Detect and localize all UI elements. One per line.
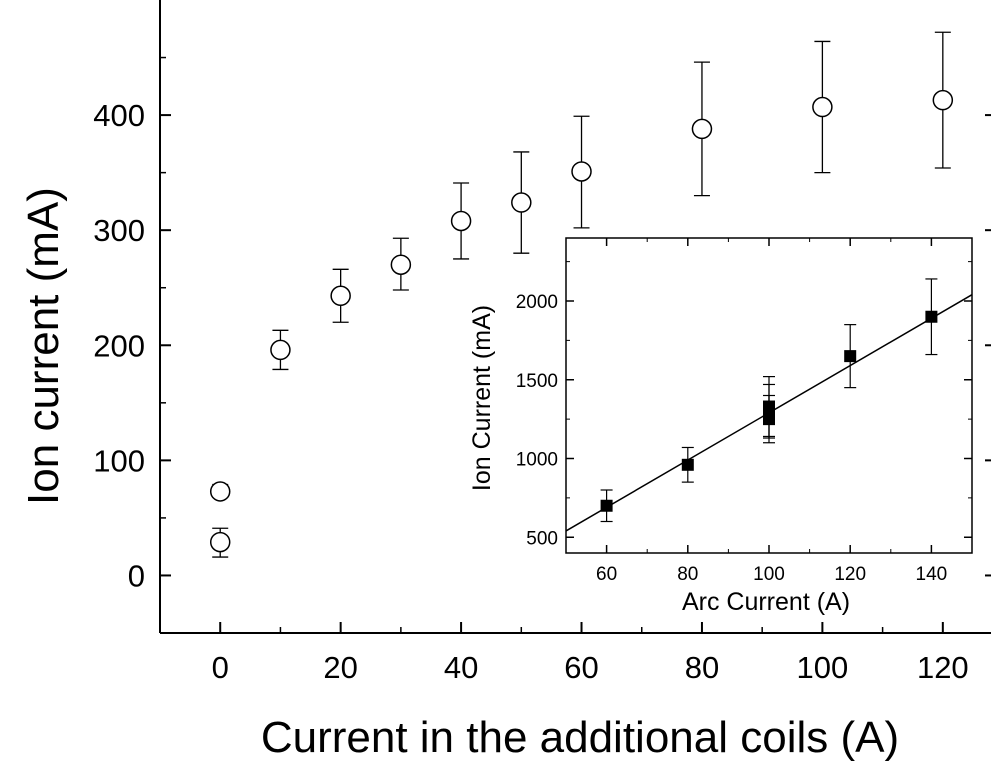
main-data-point <box>390 254 412 275</box>
main-y-tick-label: 200 <box>93 328 145 363</box>
main-y-tick-label: 400 <box>93 98 145 133</box>
main-data-point <box>330 285 351 307</box>
main-x-tick-label: 80 <box>685 650 719 685</box>
main-x-tick-label: 20 <box>323 650 357 685</box>
main-data-point <box>812 96 833 118</box>
main-data-point <box>450 210 472 232</box>
inset-x-tick-label: 100 <box>753 564 785 585</box>
main-data-point <box>571 161 592 182</box>
main-x-tick-label: 100 <box>797 650 849 685</box>
main-x-tick-label: 0 <box>212 650 229 685</box>
main-plot: Current in the additional coils (A) Ion … <box>19 0 991 762</box>
main-x-tick-label: 120 <box>917 650 969 685</box>
main-data-point <box>932 89 954 111</box>
inset-plot: Arc Current (A) Ion Current (mA) 60 80 100… <box>468 237 973 616</box>
main-y-tick-label: 100 <box>93 443 145 478</box>
main-x-tick-label: 60 <box>564 650 598 685</box>
inset-y-tick-label: 1500 <box>516 371 558 392</box>
main-data-point <box>511 192 532 213</box>
inset-y-axis-label: Ion Current (mA) <box>468 305 496 491</box>
inset-x-axis-label: Arc Current (A) <box>682 588 850 616</box>
inset-y-tick-label: 1000 <box>516 450 558 471</box>
inset-x-tick-label: 80 <box>677 564 698 585</box>
main-data-point <box>209 481 231 502</box>
inset-data-point <box>925 310 938 323</box>
main-data-point <box>691 118 713 140</box>
inset-x-tick-label: 120 <box>834 564 866 585</box>
inset-data-point <box>844 350 857 363</box>
inset-x-tick-label: 140 <box>916 564 948 585</box>
main-data-point <box>270 339 291 361</box>
inset-y-tick-label: 500 <box>526 528 558 549</box>
inset-y-tick-label: 2000 <box>516 292 558 313</box>
inset-data-point <box>600 499 613 512</box>
main-data-point <box>209 531 231 553</box>
main-y-tick-label: 0 <box>128 558 145 593</box>
main-y-tick-label: 300 <box>93 213 145 248</box>
main-y-axis-label: Ion current (mA) <box>19 187 68 505</box>
inset-x-tick-label: 60 <box>596 564 617 585</box>
main-x-tick-label: 40 <box>444 650 478 685</box>
main-x-axis-label: Current in the additional coils (A) <box>261 713 899 762</box>
inset-data-point <box>763 400 775 413</box>
inset-data-point <box>681 458 694 471</box>
